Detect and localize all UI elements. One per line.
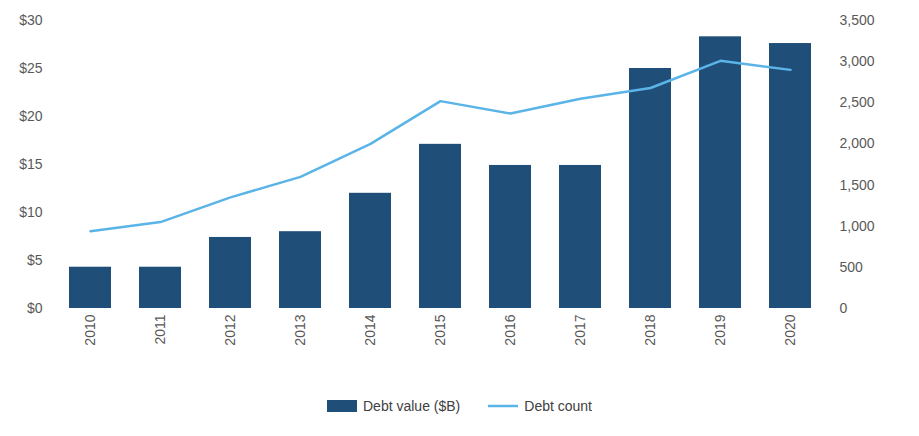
svg-text:2,500: 2,500 — [840, 94, 875, 110]
svg-text:2011: 2011 — [152, 314, 168, 344]
svg-text:$10: $10 — [19, 204, 43, 220]
svg-text:$20: $20 — [19, 108, 43, 124]
svg-text:$0: $0 — [27, 300, 43, 316]
svg-text:1,000: 1,000 — [840, 218, 875, 234]
svg-text:2014: 2014 — [362, 314, 378, 345]
svg-text:2013: 2013 — [292, 314, 308, 345]
svg-text:3,500: 3,500 — [840, 12, 875, 28]
svg-text:1,500: 1,500 — [840, 177, 875, 193]
svg-text:$30: $30 — [19, 12, 43, 28]
svg-text:$5: $5 — [27, 252, 43, 268]
svg-text:$25: $25 — [19, 60, 43, 76]
html-text:Debt value ($B): Debt value ($B) — [363, 398, 461, 414]
svg-text:2012: 2012 — [222, 314, 238, 345]
svg-text:3,000: 3,000 — [840, 53, 875, 69]
svg-text:2018: 2018 — [642, 314, 658, 345]
html-text:Debt count: Debt count — [524, 398, 592, 414]
svg-text:2020: 2020 — [782, 314, 798, 345]
svg-text:2017: 2017 — [572, 314, 588, 345]
svg-text:2019: 2019 — [712, 314, 728, 345]
svg-text:2,000: 2,000 — [840, 135, 875, 151]
svg-text:500: 500 — [840, 259, 864, 275]
svg-text:2015: 2015 — [432, 314, 448, 345]
svg-text:0: 0 — [840, 300, 848, 316]
svg-text:$15: $15 — [19, 156, 43, 172]
svg-text:2010: 2010 — [82, 314, 98, 345]
svg-text:2016: 2016 — [502, 314, 518, 345]
